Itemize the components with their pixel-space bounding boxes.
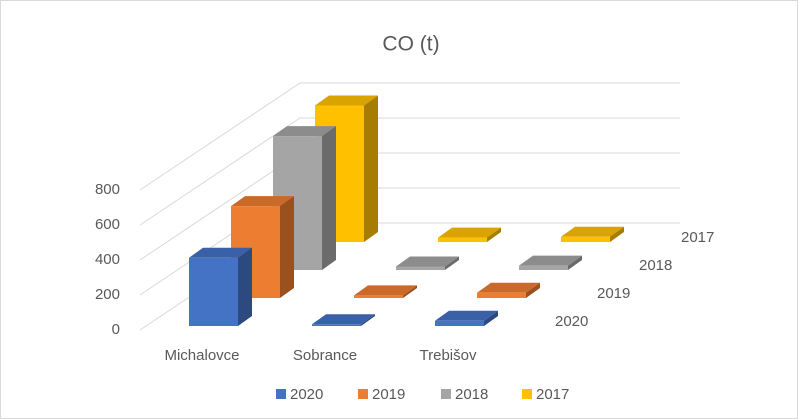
- legend-label: 2018: [455, 386, 488, 403]
- bar-top: [312, 314, 375, 325]
- series-axis-label: 2018: [639, 257, 672, 274]
- legend-swatch: [441, 389, 451, 399]
- bar-side: [610, 226, 624, 242]
- x-tick-label: Sobrance: [293, 347, 357, 364]
- legend-swatch: [276, 389, 286, 399]
- bar-side: [361, 314, 375, 326]
- bar-top: [435, 310, 498, 321]
- bar-front: [396, 266, 445, 270]
- bar-front: [561, 236, 610, 242]
- bar-side: [487, 227, 501, 242]
- bar: [519, 255, 582, 270]
- bar-front: [435, 320, 484, 326]
- bar: [354, 285, 417, 298]
- y-tick-label: 800: [95, 181, 120, 198]
- bar-top: [561, 226, 624, 237]
- bar-front: [354, 295, 403, 298]
- y-tick-label: 400: [95, 251, 120, 268]
- series-axis-label: 2019: [597, 285, 630, 302]
- legend-label: 2019: [372, 386, 405, 403]
- chart-title: CO (t): [382, 33, 439, 56]
- bar-top: [438, 227, 501, 238]
- bar-side: [364, 95, 378, 242]
- bar-front: [438, 237, 487, 242]
- bar-top: [477, 282, 540, 293]
- bar-top: [519, 255, 582, 266]
- grid-line: [139, 82, 680, 191]
- bar-side: [445, 256, 459, 270]
- bar-side: [280, 196, 294, 298]
- bar: [189, 247, 252, 326]
- bar-top: [354, 285, 417, 296]
- grid-line: [139, 117, 680, 226]
- bar-front: [312, 324, 361, 326]
- bar-front: [477, 292, 526, 298]
- bar-side: [484, 310, 498, 326]
- bar-side: [526, 282, 540, 298]
- bar-front: [189, 257, 238, 326]
- legend-label: 2017: [536, 386, 569, 403]
- bar-top: [396, 256, 459, 267]
- bar: [435, 310, 498, 326]
- bar-top: [231, 196, 294, 207]
- bar: [477, 282, 540, 298]
- x-tick-label: Michalovce: [164, 347, 239, 364]
- y-tick-label: 600: [95, 216, 120, 233]
- bar-top: [315, 95, 378, 106]
- series-axis-label: 2017: [681, 229, 714, 246]
- bar-side: [568, 255, 582, 270]
- bar-side: [322, 126, 336, 270]
- bar-side: [403, 285, 417, 298]
- bar-front: [519, 265, 568, 270]
- bar: [438, 227, 501, 242]
- y-tick-label: 200: [95, 286, 120, 303]
- y-tick-label: 0: [112, 321, 120, 338]
- legend-swatch: [522, 389, 532, 399]
- bar: [396, 256, 459, 270]
- legend-swatch: [358, 389, 368, 399]
- series-axis-label: 2020: [555, 313, 588, 330]
- bar-side: [238, 247, 252, 326]
- x-tick-label: Trebišov: [420, 347, 477, 364]
- legend-label: 2020: [290, 386, 323, 403]
- bar-top: [189, 247, 252, 258]
- bar-top: [273, 126, 336, 137]
- bar: [561, 226, 624, 242]
- bar: [312, 314, 375, 326]
